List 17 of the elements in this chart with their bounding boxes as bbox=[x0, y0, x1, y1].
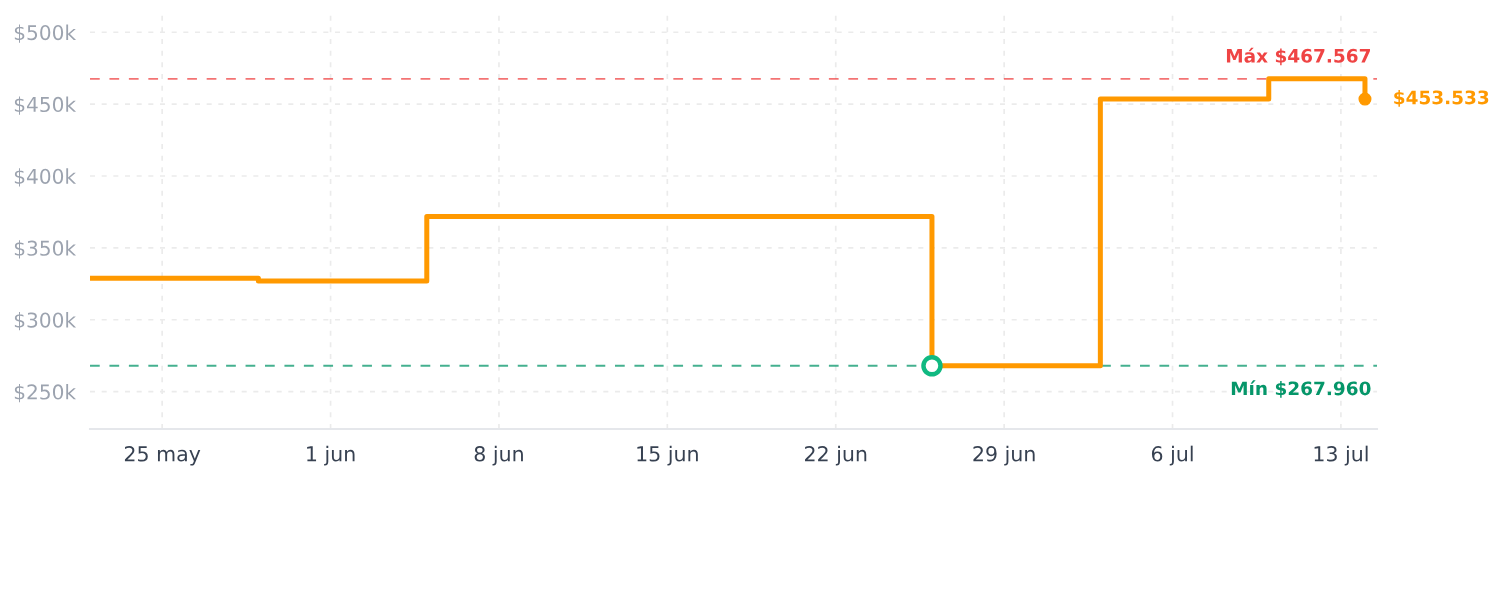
x-tick-label: 6 jul bbox=[1151, 445, 1193, 466]
y-tick-label: $500k bbox=[14, 24, 77, 43]
y-tick-label: $300k bbox=[14, 312, 77, 331]
x-tick-label: 25 may bbox=[124, 446, 201, 466]
ref-line-label: Máx $467.567 bbox=[1226, 47, 1370, 66]
y-tick-label: $350k bbox=[14, 240, 77, 259]
y-tick-label: $400k bbox=[14, 168, 77, 187]
y-tick-label: $450k bbox=[14, 96, 77, 115]
x-tick-label: 1 jun bbox=[307, 445, 355, 466]
x-tick-label: 13 jul bbox=[1314, 445, 1368, 466]
x-tick-label: 8 jun bbox=[474, 445, 523, 466]
ref-line-label: Mín $267.960 bbox=[1231, 380, 1371, 398]
x-tick-label: 29 jun bbox=[973, 445, 1035, 466]
y-tick-label: $250k bbox=[14, 383, 77, 403]
x-tick-label: 15 jun bbox=[637, 445, 698, 466]
x-tick-label: 22 jun bbox=[805, 445, 867, 466]
data-label: $453.533 bbox=[1394, 90, 1489, 107]
